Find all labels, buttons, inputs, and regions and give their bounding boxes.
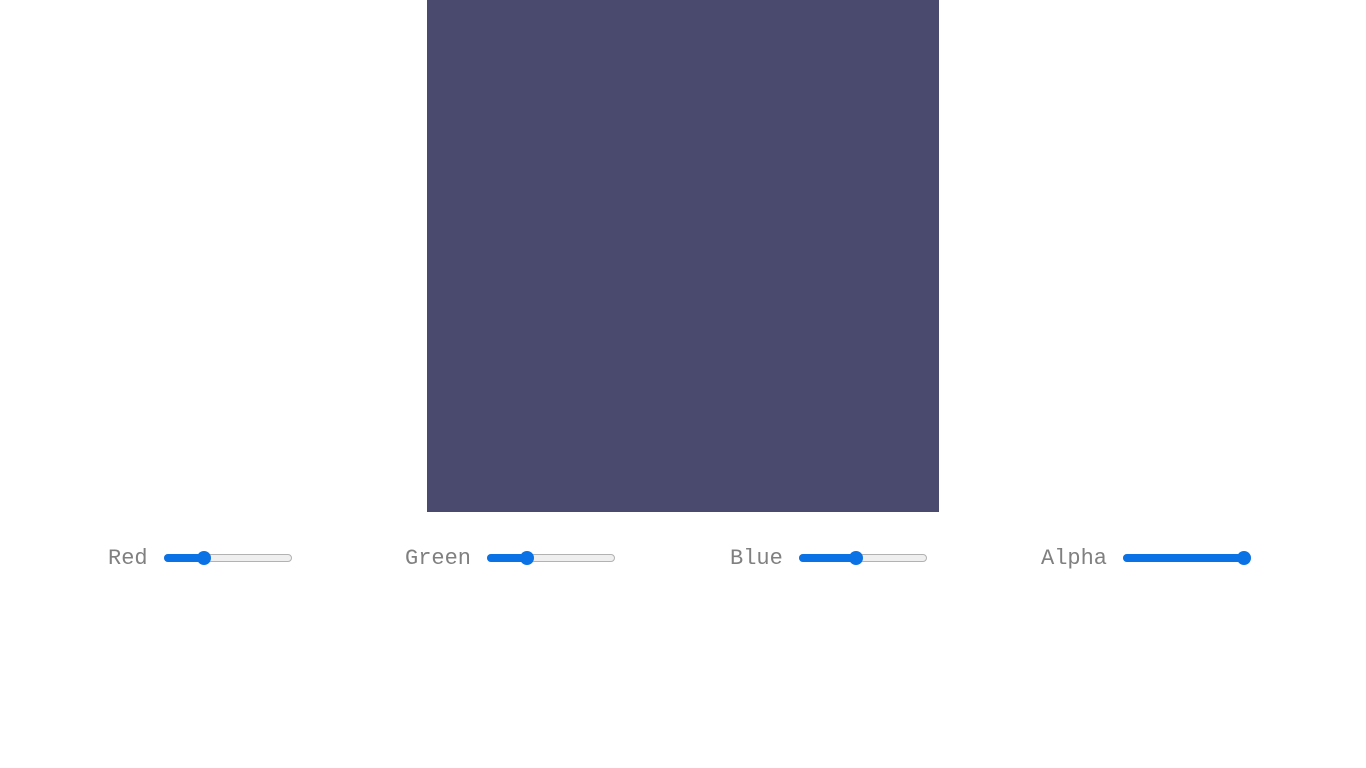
blue-control: Blue [730,540,927,576]
red-label: Red [108,545,148,571]
green-label: Green [405,545,472,571]
alpha-control: Alpha [1041,540,1252,576]
color-preview-swatch [427,0,939,512]
alpha-slider-thumb[interactable] [1237,551,1252,565]
red-control: Red [108,540,292,576]
blue-slider[interactable] [798,548,927,568]
alpha-slider-fill [1123,554,1245,562]
red-slider-fill [163,554,204,562]
green-slider-thumb[interactable] [520,551,535,565]
blue-label: Blue [730,545,783,571]
red-slider-thumb[interactable] [196,551,211,565]
alpha-slider[interactable] [1123,548,1252,568]
green-control: Green [405,540,616,576]
blue-slider-thumb[interactable] [848,551,863,565]
green-slider-fill [487,554,528,562]
alpha-label: Alpha [1041,545,1108,571]
green-slider[interactable] [487,548,616,568]
red-slider[interactable] [163,548,292,568]
blue-slider-fill [798,554,856,562]
